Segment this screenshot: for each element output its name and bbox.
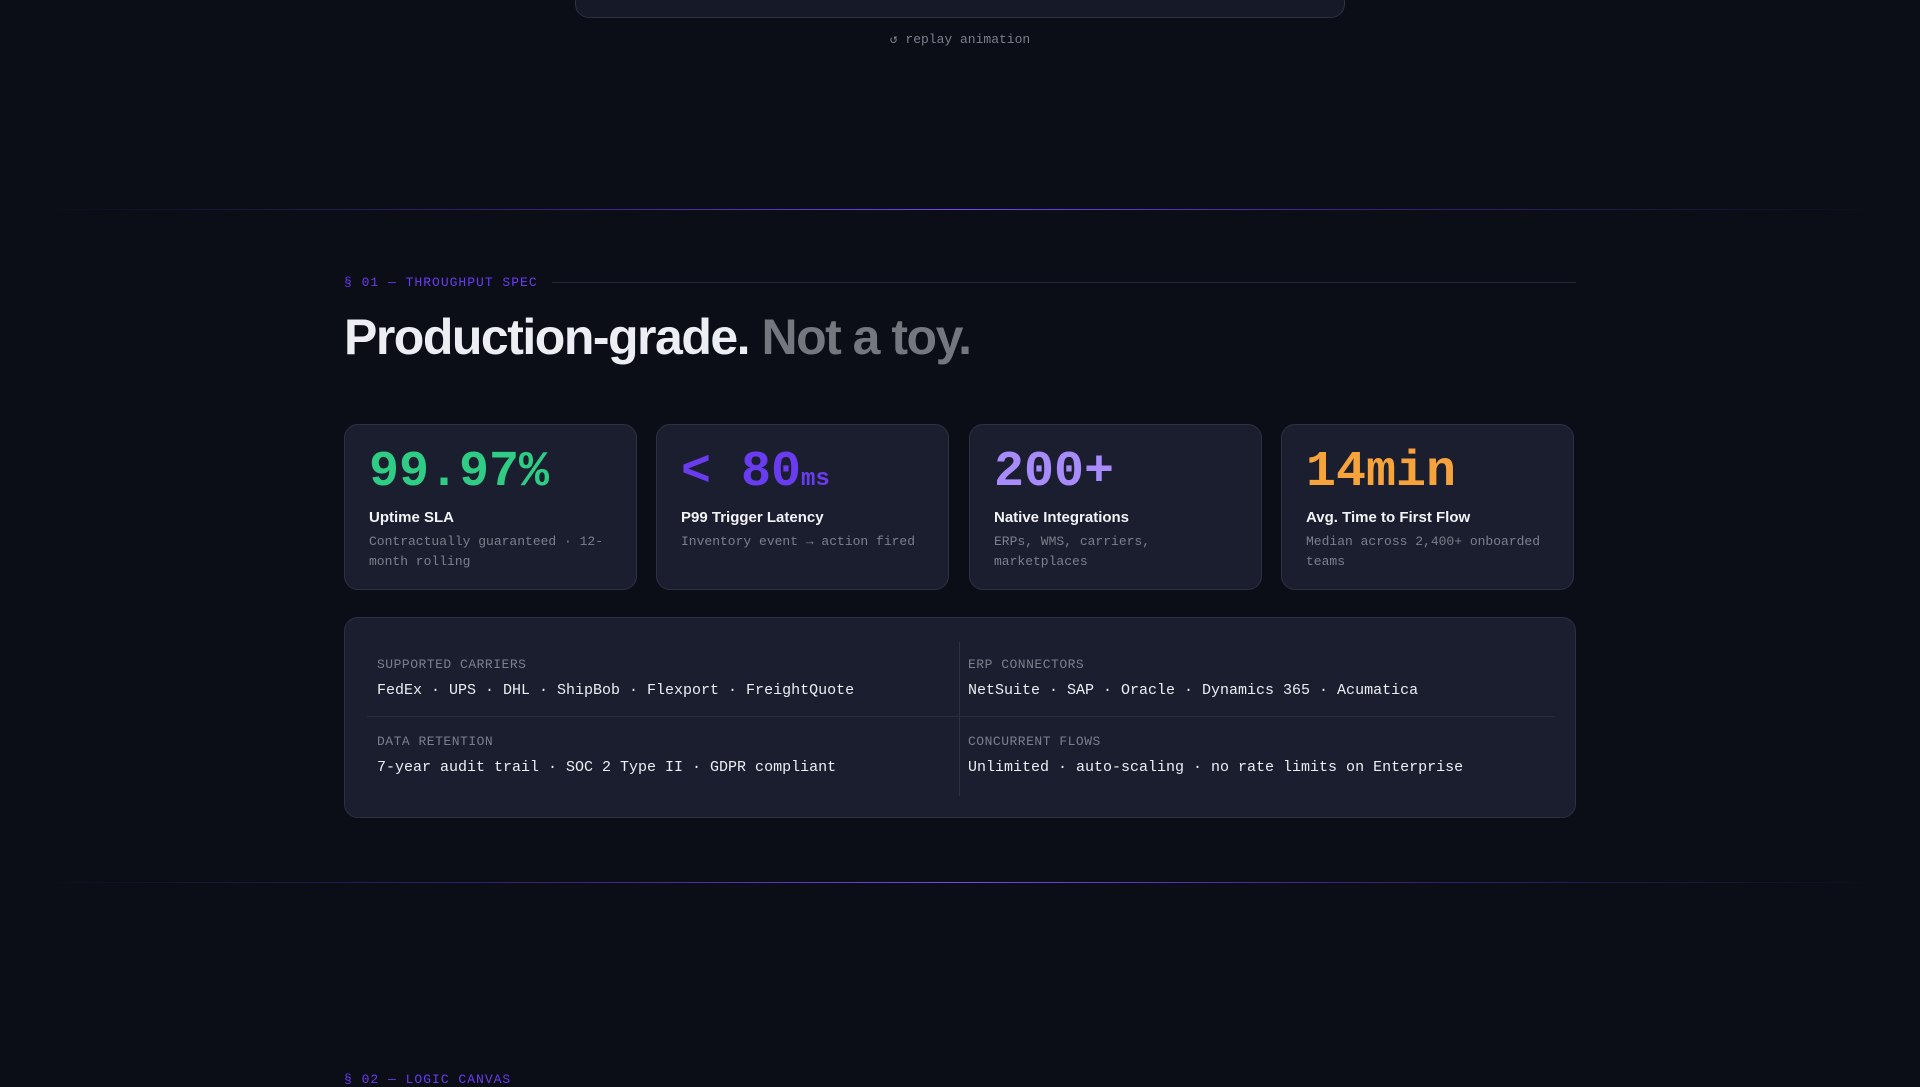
col-divider [959, 642, 960, 796]
spec-label: SUPPORTED CARRIERS [377, 657, 527, 672]
stat-number: < 80 [681, 444, 802, 501]
stat-desc: Contractually guaranteed · 12-month roll… [369, 534, 604, 569]
stat-card: < 80ms P99 Trigger Latency Inventory eve… [656, 424, 949, 590]
spec-label: ERP CONNECTORS [968, 657, 1085, 672]
spec-value: FedEx · UPS · DHL · ShipBob · Flexport ·… [377, 682, 855, 699]
stat-card: 14min Avg. Time to First Flow Median acr… [1281, 424, 1574, 590]
stat-value: 99.97% [369, 445, 612, 501]
stat-desc: ERPs, WMS, carriers, marketplaces [994, 534, 1151, 569]
stat-desc: Median across 2,400+ onboarded teams [1306, 534, 1541, 569]
spec-value: 7-year audit trail · SOC 2 Type II · GDP… [377, 759, 837, 776]
stat-label: P99 Trigger Latency [681, 509, 824, 526]
spec-value: Unlimited · auto-scaling · no rate limit… [968, 759, 1464, 776]
spec-label: DATA RETENTION [377, 734, 494, 749]
stat-unit: ms [801, 466, 830, 493]
spec-label: CONCURRENT FLOWS [968, 734, 1101, 749]
stat-value: < 80ms [681, 445, 924, 501]
stat-desc: Inventory event → action fired [681, 534, 916, 549]
spec-panel: SUPPORTED CARRIERS FedEx · UPS · DHL · S… [344, 617, 1576, 818]
preview-card [575, 0, 1345, 18]
spec-value: NetSuite · SAP · Oracle · Dynamics 365 ·… [968, 682, 1419, 699]
stat-label: Avg. Time to First Flow [1306, 509, 1471, 526]
section-eyebrow: § 01 — THROUGHPUT SPEC [344, 275, 1576, 290]
stat-label: Native Integrations [994, 509, 1130, 526]
stat-number: 99.97% [369, 444, 550, 501]
replay-button[interactable]: ↺ replay animation [889, 32, 1031, 47]
row-divider [367, 716, 1555, 717]
section-heading: Production-grade. Not a toy. [344, 308, 972, 366]
stat-card: 200+ Native Integrations ERPs, WMS, carr… [969, 424, 1262, 590]
heading-main: Production-grade. [344, 309, 751, 365]
eyebrow-text: § 01 — THROUGHPUT SPEC [344, 275, 538, 290]
stat-number: 200+ [994, 444, 1115, 501]
stat-card: 99.97% Uptime SLA Contractually guarante… [344, 424, 637, 590]
heading-dim: Not a toy. [761, 309, 972, 365]
divider [30, 882, 1890, 883]
stat-value: 200+ [994, 445, 1237, 501]
divider [30, 209, 1890, 210]
stat-value: 14min [1306, 445, 1549, 501]
stat-number: 14min [1306, 444, 1457, 501]
eyebrow-rule [551, 282, 1576, 283]
stat-label: Uptime SLA [369, 509, 455, 526]
